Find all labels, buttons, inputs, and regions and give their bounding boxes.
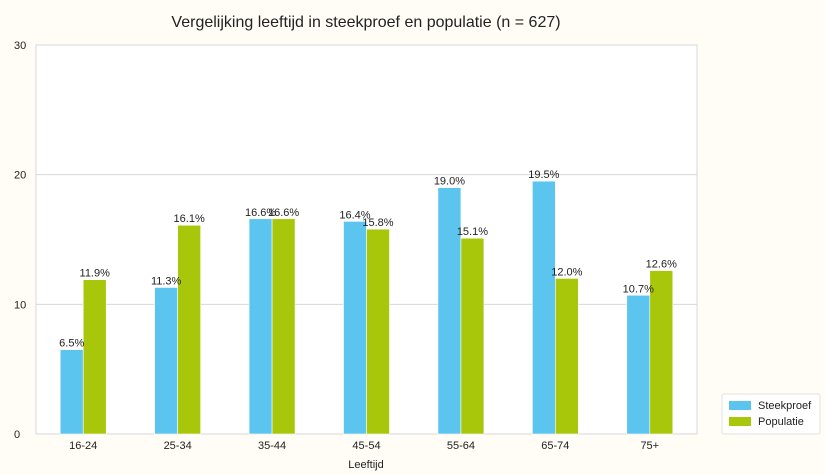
data-label: 16.4% bbox=[339, 209, 370, 221]
y-tick-label: 30 bbox=[14, 40, 26, 52]
y-tick-label: 20 bbox=[14, 170, 26, 182]
bar-populatie bbox=[649, 270, 674, 435]
x-tick-label: 55-64 bbox=[447, 440, 475, 452]
x-tick-label: 45-54 bbox=[352, 440, 380, 452]
y-tick-label: 10 bbox=[14, 299, 26, 311]
bar-steekproef bbox=[248, 218, 273, 435]
bar-populatie bbox=[555, 278, 579, 435]
data-label: 19.0% bbox=[434, 176, 465, 188]
legend-swatch-steekproef bbox=[729, 401, 751, 410]
x-axis-ticks: 16-24 25-34 35-44 45-54 55-64 65-74 75+ bbox=[69, 440, 659, 452]
chart-title: Vergelijking leeftijd in steekproef en p… bbox=[171, 14, 560, 31]
data-label: 12.6% bbox=[646, 259, 677, 271]
bars bbox=[59, 180, 674, 435]
bar-steekproef bbox=[59, 349, 84, 435]
legend-swatch-populatie bbox=[729, 417, 751, 426]
data-label: 6.5% bbox=[59, 338, 84, 350]
legend-label-populatie: Populatie bbox=[758, 416, 804, 428]
bar-populatie bbox=[366, 228, 390, 435]
y-axis-ticks: 0 10 20 30 bbox=[14, 40, 26, 441]
x-tick-label: 65-74 bbox=[541, 440, 569, 452]
bar-populatie bbox=[271, 218, 296, 435]
bar-populatie bbox=[82, 279, 107, 435]
bar-populatie bbox=[460, 237, 485, 435]
data-label: 19.5% bbox=[528, 169, 559, 181]
x-tick-label: 25-34 bbox=[164, 440, 192, 452]
data-label: 15.8% bbox=[362, 217, 393, 229]
x-tick-label: 16-24 bbox=[69, 440, 97, 452]
bar-steekproef bbox=[532, 180, 556, 435]
bar-steekproef bbox=[437, 187, 462, 435]
x-tick-label: 75+ bbox=[640, 440, 659, 452]
data-label: 16.6% bbox=[245, 207, 276, 219]
bar-populatie bbox=[177, 224, 201, 435]
data-label: 16.1% bbox=[174, 213, 205, 225]
data-label: 11.3% bbox=[151, 275, 182, 287]
data-labels: 6.5% 11.9% 11.3% 16.1% 16.6%16.6% 16.4%15.8% 1… bbox=[59, 169, 677, 350]
data-label: 12.0% bbox=[551, 266, 582, 278]
data-label: 10.7% bbox=[623, 283, 654, 295]
x-axis-label: Leeftijd bbox=[348, 459, 383, 471]
data-label: 11.9% bbox=[80, 268, 111, 280]
bar-steekproef bbox=[154, 287, 178, 435]
bar-steekproef bbox=[343, 221, 367, 435]
y-tick-label: 0 bbox=[14, 429, 20, 441]
x-tick-label: 35-44 bbox=[258, 440, 286, 452]
data-label: 16.6% bbox=[268, 207, 299, 219]
bar-steekproef bbox=[626, 294, 651, 435]
data-label: 15.1% bbox=[457, 226, 488, 238]
legend-label-steekproef: Steekproef bbox=[758, 400, 812, 412]
legend: Steekproef Populatie bbox=[721, 393, 821, 435]
